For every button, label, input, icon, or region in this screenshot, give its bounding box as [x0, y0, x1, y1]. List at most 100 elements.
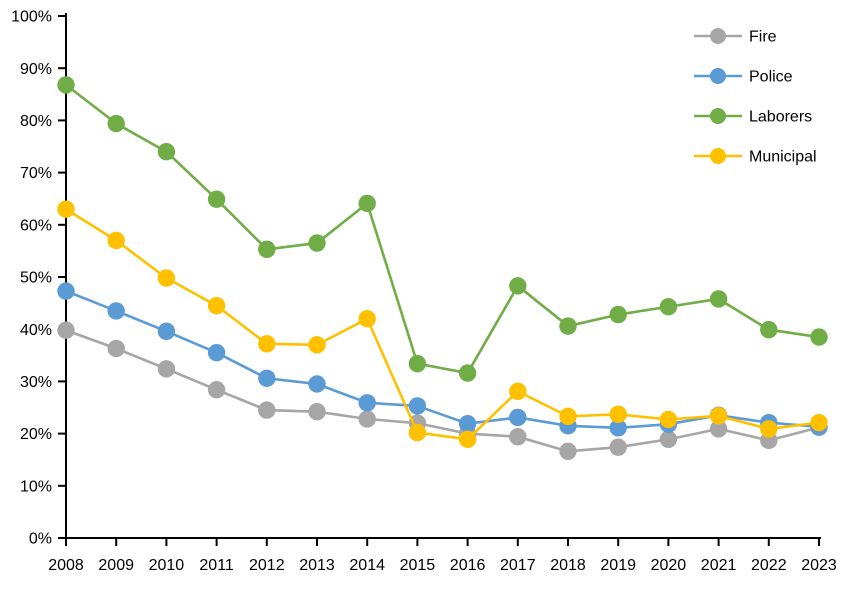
data-point-police-2015 [408, 397, 427, 415]
series-line-fire [64, 328, 821, 453]
data-point-municipal-2015 [408, 423, 427, 442]
data-point-municipal-2009 [107, 231, 125, 250]
series-laborers [57, 76, 828, 382]
data-point-fire-2013 [308, 402, 326, 421]
x-axis-label: 2017 [500, 557, 536, 574]
legend-marker-police [710, 68, 726, 84]
x-axis-label: 2015 [400, 557, 436, 574]
y-axis-label: 100% [11, 9, 52, 26]
axes [65, 13, 821, 539]
data-point-municipal-2020 [659, 410, 678, 429]
y-axis-label: 50% [20, 270, 52, 287]
data-point-municipal-2018 [559, 407, 577, 426]
y-axis-label: 40% [20, 322, 52, 339]
legend-label-fire: Fire [749, 29, 777, 46]
data-point-police-2016 [458, 414, 477, 433]
y-axis: 0% 10% 20% 30% 40% 50% 60% 70% 80% 90% 100% [11, 9, 66, 548]
data-point-fire-2011 [207, 381, 226, 399]
x-axis-label: 2008 [48, 557, 84, 574]
data-point-laborers-2016 [458, 364, 477, 382]
data-point-police-2012 [258, 369, 276, 387]
y-axis-label: 30% [20, 374, 52, 391]
x-axis-label: 2010 [149, 557, 185, 574]
data-point-police-2011 [207, 343, 226, 362]
legend-item-fire: Fire [694, 28, 777, 46]
legend-marker-laborers [710, 108, 726, 124]
data-point-fire-2021 [709, 420, 728, 438]
data-point-fire-2017 [509, 428, 527, 446]
data-point-laborers-2021 [709, 290, 728, 308]
legend-label-police: Police [749, 69, 793, 86]
x-axis-label: 2012 [249, 557, 285, 574]
data-point-laborers-2011 [207, 190, 226, 208]
data-point-fire-2012 [258, 401, 276, 419]
data-point-municipal-2016 [458, 430, 477, 449]
x-axis-label: 2022 [751, 557, 787, 574]
legend-item-police: Police [694, 68, 793, 86]
data-point-fire-2018 [559, 442, 577, 461]
x-axis-label: 2023 [801, 557, 837, 574]
data-point-laborers-2019 [609, 305, 627, 324]
data-point-laborers-2018 [559, 317, 577, 335]
series-line-laborers [64, 83, 821, 375]
data-point-laborers-2017 [509, 277, 527, 295]
data-point-police-2013 [308, 375, 326, 393]
y-axis-label: 10% [20, 478, 52, 495]
data-point-laborers-2008 [57, 76, 75, 94]
y-axis-label: 60% [20, 217, 52, 234]
data-point-fire-2014 [358, 410, 376, 428]
data-point-laborers-2012 [258, 240, 276, 259]
series-line-municipal [64, 207, 821, 441]
x-axis-label: 2011 [199, 557, 234, 574]
data-point-laborers-2022 [760, 321, 778, 339]
y-axis-label: 20% [20, 426, 52, 443]
data-point-laborers-2013 [308, 234, 326, 252]
x-axis-label: 2020 [651, 557, 687, 574]
x-axis-label: 2021 [701, 557, 737, 574]
data-point-municipal-2012 [258, 335, 276, 353]
series-police [57, 282, 828, 437]
series-municipal [57, 200, 828, 449]
data-point-police-2008 [57, 282, 75, 300]
legend: Fire Police Laborers Municipal [694, 28, 817, 166]
data-point-municipal-2017 [509, 382, 527, 401]
data-point-municipal-2011 [207, 297, 226, 315]
data-point-laborers-2009 [107, 114, 125, 133]
y-axis-label: 90% [20, 61, 52, 78]
data-point-laborers-2014 [358, 194, 376, 213]
x-axis-label: 2016 [450, 557, 486, 574]
data-point-police-2010 [157, 322, 176, 340]
data-point-municipal-2008 [57, 200, 75, 218]
data-point-municipal-2022 [760, 420, 778, 438]
legend-marker-municipal [710, 148, 726, 164]
x-axis-label: 2018 [550, 557, 586, 574]
x-axis-label: 2009 [98, 557, 134, 574]
data-point-police-2019 [609, 419, 627, 437]
y-axis-label: 70% [20, 165, 52, 182]
data-point-laborers-2023 [810, 328, 828, 346]
data-point-municipal-2019 [609, 405, 627, 423]
legend-item-laborers: Laborers [694, 108, 812, 126]
axis-lines [65, 13, 821, 539]
data-point-municipal-2023 [810, 413, 828, 432]
data-point-fire-2019 [609, 438, 627, 456]
series-fire [57, 321, 828, 461]
data-point-municipal-2014 [358, 310, 376, 328]
y-axis-label: 0% [29, 531, 52, 548]
data-point-police-2009 [107, 302, 125, 320]
x-axis-label: 2014 [349, 557, 385, 574]
legend-item-municipal: Municipal [694, 148, 817, 166]
legend-label-laborers: Laborers [749, 109, 812, 126]
data-point-laborers-2020 [659, 298, 678, 316]
data-point-laborers-2010 [157, 143, 176, 161]
data-point-laborers-2015 [408, 354, 427, 373]
x-axis-label: 2019 [600, 557, 636, 574]
legend-label-municipal: Municipal [749, 149, 817, 166]
series-line-police [64, 289, 821, 430]
legend-marker-fire [710, 28, 726, 44]
data-point-municipal-2010 [157, 269, 176, 287]
data-point-municipal-2013 [308, 336, 326, 354]
data-point-police-2017 [509, 408, 527, 427]
x-axis-label: 2013 [299, 557, 335, 574]
